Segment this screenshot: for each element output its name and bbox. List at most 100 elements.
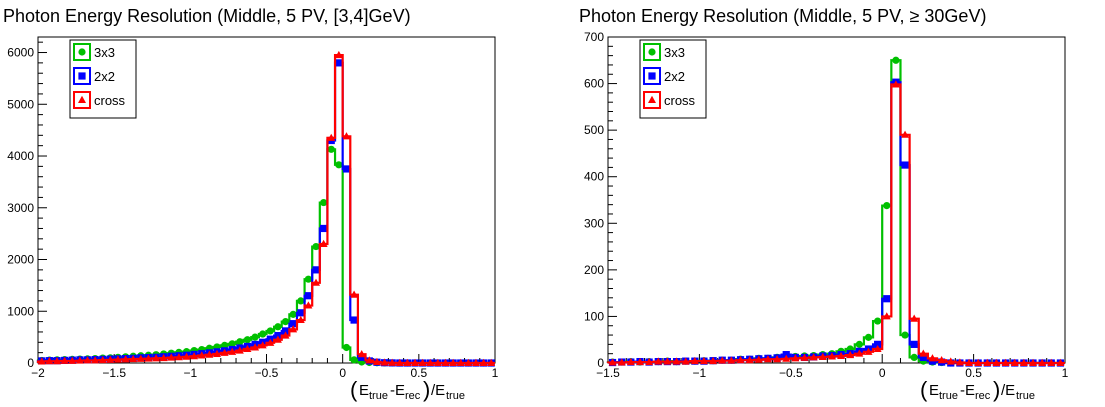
- data-point-cross: [1010, 358, 1019, 366]
- data-point-cross: [654, 357, 663, 365]
- data-point-cross: [319, 239, 328, 247]
- svg-text:true: true: [939, 390, 958, 402]
- data-point-cross: [113, 355, 122, 363]
- data-point-cross: [197, 351, 206, 359]
- data-point-3x3: [236, 338, 244, 346]
- data-point-cross: [159, 353, 168, 362]
- legend: 3x3 2x2 cross: [639, 39, 707, 119]
- series-line-2x2: [606, 81, 1065, 365]
- data-point-cross: [190, 352, 199, 360]
- series-line-cross: [606, 83, 1065, 365]
- data-point-cross: [266, 338, 275, 346]
- plot-area: −1.5 −1 −0.5 0 0.5 1 0 100 200 300 400 500 600 700 3x3…: [584, 30, 1069, 380]
- data-point-3x3: [281, 318, 290, 326]
- x-tick-label: 1: [1062, 366, 1069, 380]
- data-point-cross: [235, 346, 244, 354]
- data-point-2x2: [883, 295, 891, 303]
- legend-marker-2x2: [648, 72, 656, 80]
- data-point-cross: [312, 278, 321, 286]
- data-point-cross: [882, 312, 891, 320]
- data-point-cross: [864, 347, 873, 355]
- y-tick-label: 300: [584, 216, 604, 230]
- data-point-cross: [809, 353, 818, 361]
- data-point-cross: [873, 344, 882, 353]
- data-point-2x2: [342, 165, 351, 173]
- svg-text:-E: -E: [960, 382, 975, 399]
- data-point-cross: [83, 356, 92, 364]
- data-point-cross: [426, 358, 435, 366]
- svg-text:(: (: [350, 377, 358, 402]
- y-tick-label: 500: [584, 123, 604, 137]
- legend-marker-3x3: [648, 48, 656, 56]
- data-point-cross: [212, 349, 221, 357]
- data-point-2x2: [297, 309, 305, 317]
- data-point-cross: [243, 344, 252, 353]
- x-tick-label: 1: [492, 366, 499, 380]
- data-point-cross: [974, 358, 983, 366]
- data-point-cross: [479, 358, 488, 366]
- data-point-cross: [681, 357, 690, 365]
- chart-panel-left: Photon Energy Resolution (Middle, 5 PV, …: [3, 6, 499, 402]
- data-point-cross: [152, 354, 161, 362]
- legend-marker-2x2: [78, 72, 86, 80]
- data-point-cross: [441, 358, 450, 366]
- legend: 3x3 2x2 cross: [69, 39, 137, 119]
- y-tick-label: 6000: [7, 46, 34, 60]
- data-point-cross: [388, 358, 397, 366]
- data-point-cross: [456, 358, 465, 366]
- data-point-cross: [736, 356, 745, 364]
- data-point-cross: [1019, 358, 1028, 366]
- data-point-cross: [334, 50, 343, 59]
- legend-label: 2x2: [94, 69, 115, 84]
- data-point-cross: [289, 325, 298, 333]
- data-point-cross: [68, 356, 77, 364]
- data-point-cross: [342, 132, 351, 140]
- legend-label: 3x3: [94, 45, 115, 60]
- data-point-cross: [910, 314, 919, 322]
- data-point-cross: [60, 356, 69, 364]
- data-point-2x2: [304, 292, 312, 300]
- data-point-cross: [745, 356, 754, 364]
- data-point-cross: [1029, 358, 1038, 366]
- data-point-cross: [98, 355, 107, 364]
- data-point-cross: [136, 354, 145, 362]
- svg-text:true: true: [369, 390, 388, 402]
- data-point-cross: [718, 356, 727, 364]
- data-point-cross: [403, 358, 412, 366]
- x-tick-label: −0.5: [779, 366, 803, 380]
- data-point-cross: [919, 349, 928, 357]
- data-point-cross: [372, 357, 381, 365]
- x-tick-label: 0: [339, 366, 346, 380]
- svg-text:rec: rec: [405, 390, 421, 402]
- data-point-2x2: [358, 353, 366, 361]
- data-point-cross: [281, 331, 290, 339]
- y-tick-label: 4000: [7, 149, 34, 163]
- data-point-cross: [395, 358, 404, 366]
- data-point-2x2: [901, 161, 909, 169]
- data-point-cross: [617, 358, 626, 366]
- data-point-cross: [418, 358, 427, 366]
- data-point-3x3: [874, 317, 882, 325]
- data-point-cross: [53, 356, 62, 365]
- data-point-3x3: [864, 333, 873, 341]
- data-point-2x2: [312, 266, 320, 274]
- legend-label: 2x2: [664, 69, 685, 84]
- y-tick-label: 5000: [7, 97, 34, 111]
- x-tick-label: −1: [693, 366, 707, 380]
- data-point-2x2: [350, 316, 358, 324]
- data-point-3x3: [901, 331, 909, 339]
- chart-title: Photon Energy Resolution (Middle, 5 PV, …: [579, 6, 986, 26]
- data-point-cross: [645, 357, 654, 366]
- x-tick-label: −1: [183, 366, 197, 380]
- data-point-cross: [251, 343, 260, 351]
- data-point-cross: [709, 356, 718, 365]
- svg-text:): ): [993, 377, 1000, 402]
- data-point-cross: [635, 357, 644, 366]
- data-point-cross: [228, 347, 237, 355]
- y-tick-label: 0: [597, 356, 604, 370]
- chart-title: Photon Energy Resolution (Middle, 5 PV, …: [3, 6, 411, 26]
- svg-text:): ): [423, 377, 430, 402]
- data-point-3x3: [289, 310, 297, 318]
- data-point-cross: [727, 356, 736, 364]
- data-point-cross: [75, 356, 84, 364]
